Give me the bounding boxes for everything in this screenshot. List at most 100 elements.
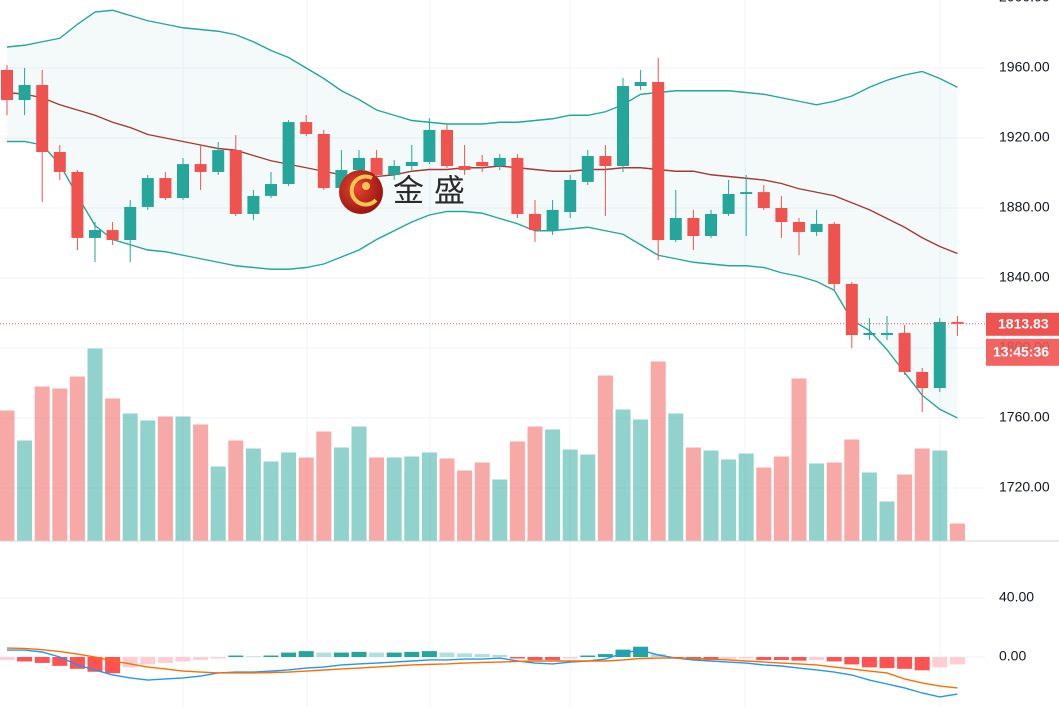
macd-histogram-bar bbox=[773, 657, 789, 660]
candle-body bbox=[898, 332, 911, 372]
candle-body bbox=[493, 157, 506, 166]
volume-bar bbox=[633, 419, 649, 541]
volume-bar bbox=[404, 456, 420, 541]
candle-body bbox=[282, 122, 295, 185]
macd-histogram-bar bbox=[756, 657, 772, 660]
volume-bar bbox=[122, 413, 138, 541]
macd-histogram-bar bbox=[809, 657, 825, 660]
volume-bar bbox=[386, 457, 402, 541]
volume-bar bbox=[34, 386, 50, 541]
macd-histogram-bar bbox=[228, 655, 244, 658]
candle-body bbox=[881, 332, 893, 336]
candle-body bbox=[194, 164, 207, 172]
volume-bar bbox=[861, 472, 877, 541]
y-tick-label: 1920.00 bbox=[999, 129, 1050, 145]
macd-histogram-bar bbox=[34, 657, 50, 663]
macd-histogram-bar bbox=[140, 657, 156, 665]
macd-histogram-bar bbox=[861, 657, 877, 668]
volume-bar bbox=[210, 466, 226, 541]
volume-bar bbox=[826, 462, 842, 541]
volume-bar bbox=[245, 448, 261, 541]
candle-body bbox=[89, 230, 101, 238]
candle-body bbox=[687, 217, 700, 236]
volume-bar bbox=[439, 458, 455, 541]
candle-body bbox=[300, 122, 313, 134]
y-tick-label: 1960.00 bbox=[999, 59, 1050, 75]
volume-bar bbox=[140, 420, 156, 541]
macd-histogram-bar bbox=[245, 656, 261, 658]
candle-body bbox=[546, 209, 559, 231]
volume-bar bbox=[597, 375, 613, 541]
candle-body bbox=[757, 192, 770, 208]
watermark-text: 金 盛 bbox=[393, 174, 465, 210]
last-price-box bbox=[986, 312, 1059, 336]
candle-body bbox=[933, 321, 946, 389]
volume-bar bbox=[668, 413, 684, 541]
candle-body bbox=[916, 371, 929, 389]
candle-body bbox=[212, 150, 225, 172]
macd-histogram-bar bbox=[386, 652, 402, 658]
candle-body bbox=[828, 223, 841, 284]
volume-bar bbox=[879, 501, 895, 541]
candle-body bbox=[599, 156, 612, 166]
volume-bar bbox=[562, 449, 578, 541]
volume-bar bbox=[157, 416, 173, 541]
volume-bar bbox=[703, 450, 719, 541]
macd-histogram-bar bbox=[879, 657, 895, 669]
volume-bar bbox=[685, 447, 701, 541]
candle-body bbox=[388, 166, 401, 175]
candle-body bbox=[423, 129, 436, 162]
macd-histogram-bar bbox=[897, 657, 913, 669]
volume-bar bbox=[615, 409, 631, 541]
candle-body bbox=[793, 222, 805, 232]
macd-histogram-bar bbox=[545, 657, 561, 660]
macd-histogram-bar bbox=[791, 657, 807, 661]
macd-histogram-bar bbox=[914, 657, 930, 671]
candle-body bbox=[265, 184, 277, 196]
macd-histogram-bar bbox=[949, 657, 965, 665]
volume-bar bbox=[773, 456, 789, 541]
volume-bar bbox=[298, 457, 314, 541]
volume-bar bbox=[738, 453, 754, 541]
watermark: 金 盛 bbox=[339, 170, 465, 214]
volume-bar bbox=[650, 361, 666, 541]
macd-histogram-bar bbox=[69, 657, 85, 669]
candle-body bbox=[317, 133, 330, 189]
candle-body bbox=[634, 82, 647, 87]
macd-line bbox=[7, 649, 958, 698]
macd-histogram-bar bbox=[404, 651, 420, 658]
macd-histogram-bar bbox=[369, 652, 385, 658]
candle-body bbox=[370, 157, 383, 175]
candle-body bbox=[617, 86, 629, 166]
y-tick-label: 1760.00 bbox=[999, 409, 1050, 425]
candle-body bbox=[775, 208, 788, 222]
y-tick-label: 40.00 bbox=[999, 589, 1034, 605]
y-tick-label: 1720.00 bbox=[999, 479, 1050, 495]
signal-line bbox=[6, 647, 958, 689]
candle-body bbox=[458, 166, 471, 171]
candle-body bbox=[810, 223, 823, 232]
macd-histogram-bar bbox=[633, 646, 649, 658]
candle-body bbox=[951, 321, 964, 324]
volume-bar bbox=[87, 348, 103, 541]
candle-body bbox=[1, 69, 13, 101]
macd-histogram-bar bbox=[87, 657, 103, 672]
candle-body bbox=[511, 157, 524, 214]
macd-histogram-bar bbox=[281, 652, 297, 658]
macd-histogram-bar bbox=[333, 652, 349, 658]
macd-histogram-bar bbox=[175, 657, 191, 662]
logo-dot bbox=[362, 182, 370, 190]
candle-body bbox=[36, 84, 49, 152]
candle-body bbox=[141, 178, 154, 207]
volume-bar bbox=[193, 424, 209, 541]
volume-bar bbox=[932, 450, 948, 541]
volume-bar bbox=[527, 426, 543, 541]
y-tick-label: 1880.00 bbox=[999, 199, 1050, 215]
candle-body bbox=[669, 217, 682, 241]
volume-bar bbox=[914, 448, 930, 541]
band-fill bbox=[7, 10, 958, 418]
candle-body bbox=[564, 180, 577, 213]
volume-bar bbox=[897, 474, 913, 541]
candle-body bbox=[159, 178, 172, 199]
